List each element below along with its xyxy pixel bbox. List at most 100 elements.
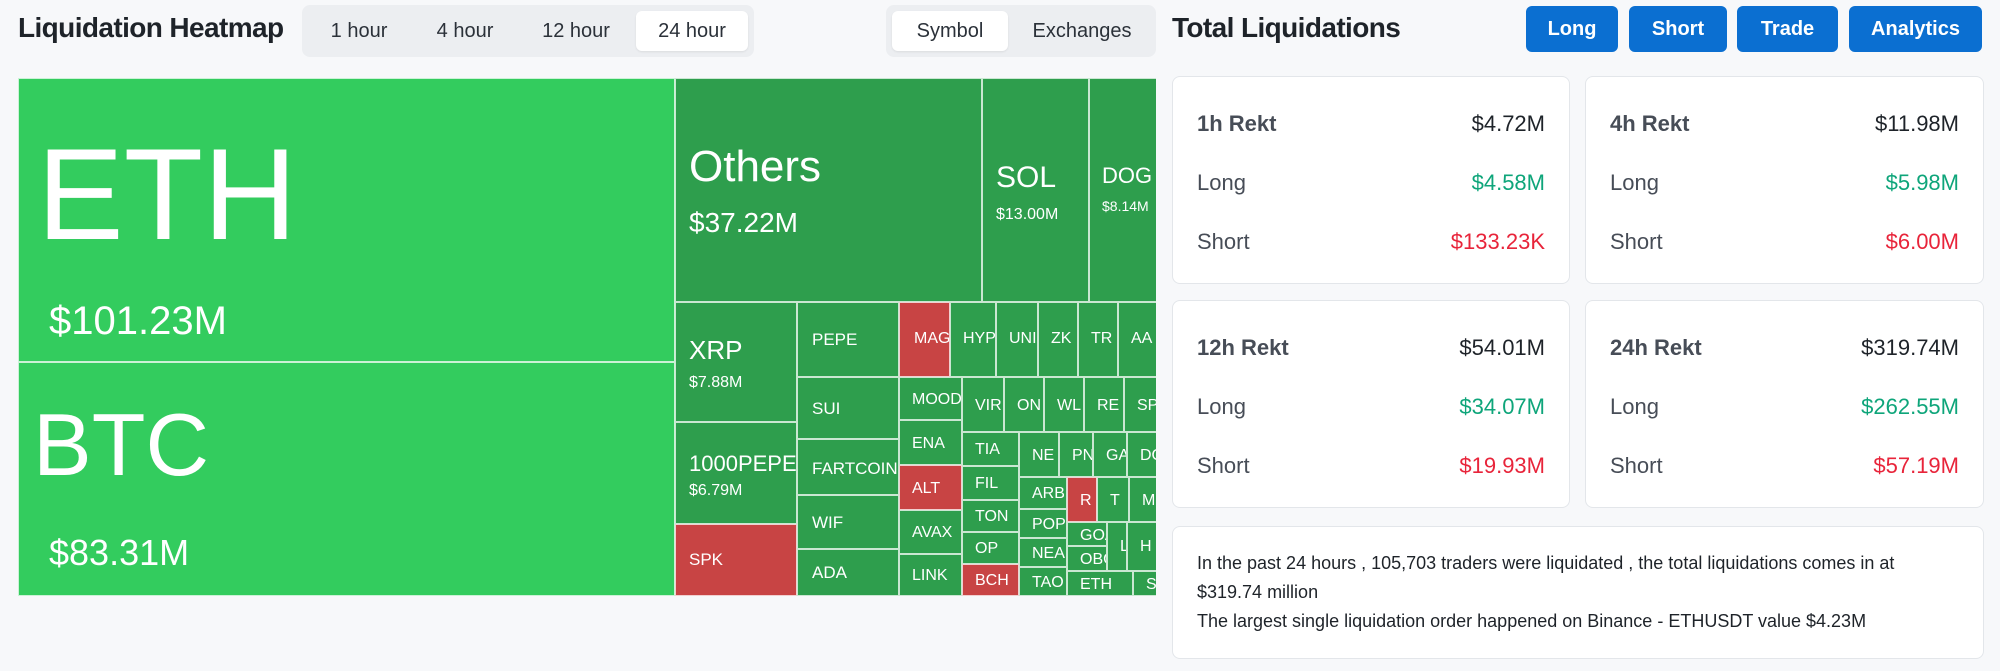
tile-aa[interactable]: AA <box>1118 302 1156 377</box>
heatmap-title: Liquidation Heatmap <box>18 12 284 43</box>
tile-h[interactable]: H <box>1127 522 1156 571</box>
tile-sol[interactable]: SOL $13.00M <box>982 78 1089 302</box>
tile-symbol: OBO <box>1080 551 1106 568</box>
tile-nea[interactable]: NEA <box>1019 538 1067 567</box>
tile-symbol: AA <box>1131 330 1153 347</box>
short-label: Short <box>1197 229 1250 254</box>
tile-on[interactable]: ON <box>1004 377 1044 432</box>
tile-sp[interactable]: SP <box>1124 377 1156 432</box>
tile-hyp[interactable]: HYP <box>950 302 996 377</box>
tile-obo[interactable]: OBO <box>1067 546 1107 571</box>
short-value: $133.23K <box>1450 229 1545 254</box>
tile-ton[interactable]: TON <box>962 500 1019 532</box>
tile-ena[interactable]: ENA <box>899 420 962 465</box>
tile-zk[interactable]: ZK <box>1038 302 1078 377</box>
tile-symbol: TON <box>975 508 1009 525</box>
tile-symbol: M <box>1142 492 1156 509</box>
tile-bch[interactable]: BCH <box>962 564 1019 596</box>
short-value: $57.19M <box>1873 453 1959 478</box>
tile-op[interactable]: OP <box>962 532 1019 564</box>
tile-btc[interactable]: BTC $83.31M <box>18 362 675 596</box>
tile-pepe[interactable]: PEPE <box>797 302 899 377</box>
tile-symbol: TR <box>1091 330 1113 347</box>
tile-vir[interactable]: VIR <box>962 377 1004 432</box>
symbol-tab[interactable]: Symbol <box>892 11 1008 51</box>
rekt-card-1h: 1h Rekt $4.72M Long $4.58M Short $133.23K <box>1172 76 1570 284</box>
tile-m[interactable]: M <box>1129 477 1156 522</box>
tile-symbol: BTC <box>33 395 209 494</box>
card-title: 12h Rekt <box>1197 335 1289 360</box>
tile-wif[interactable]: WIF <box>797 495 899 549</box>
timeframe-24h-button[interactable]: 24 hour <box>636 11 748 51</box>
tile-symbol: R <box>1080 492 1092 509</box>
tile-value: $83.31M <box>49 532 190 573</box>
tile-ada[interactable]: ADA <box>797 549 899 596</box>
tile-others[interactable]: Others $37.22M <box>675 78 982 302</box>
tile-link[interactable]: LINK <box>899 554 962 596</box>
tile-symbol: BCH <box>975 572 1009 589</box>
tile-l[interactable]: L <box>1107 522 1127 571</box>
tile-value: $13.00M <box>996 206 1059 223</box>
liquidation-treemap: ETH $101.23M BTC $83.31M Others $37.22M … <box>18 78 1156 596</box>
tile-doge[interactable]: DOG $8.14M <box>1089 78 1156 302</box>
tile-symbol: ON <box>1017 397 1041 414</box>
timeframe-12h-button[interactable]: 12 hour <box>542 20 610 42</box>
tile-symbol: ENA <box>912 435 945 452</box>
tile-value: $101.23M <box>49 299 227 343</box>
tile-1000pepe[interactable]: 1000PEPE $6.79M <box>675 422 797 524</box>
tile-alt[interactable]: ALT <box>899 465 962 510</box>
tile-eth[interactable]: ETH $101.23M <box>18 78 675 362</box>
tile-value: $7.88M <box>689 374 743 391</box>
rekt-card-4h: 4h Rekt $11.98M Long $5.98M Short $6.00M <box>1585 76 1984 284</box>
timeframe-4h-button[interactable]: 4 hour <box>436 20 494 42</box>
tile-avax[interactable]: AVAX <box>899 510 962 554</box>
long-value: $4.58M <box>1471 170 1545 195</box>
tile-symbol: NEA <box>1032 545 1065 562</box>
tile-mood[interactable]: MOOD <box>899 377 962 420</box>
tile-fartcoin[interactable]: FARTCOIN <box>797 439 899 495</box>
tile-xrp[interactable]: XRP $7.88M <box>675 302 797 422</box>
view-switch: Symbol Exchanges <box>886 5 1156 57</box>
tile-eth-small[interactable]: ETH <box>1067 571 1133 596</box>
tile-value: $6.79M <box>689 482 743 499</box>
tile-tr[interactable]: TR <box>1078 302 1118 377</box>
analytics-button[interactable]: Analytics <box>1849 6 1982 52</box>
tile-symbol: WIF <box>812 513 844 532</box>
tile-t[interactable]: T <box>1097 477 1129 522</box>
tile-pop[interactable]: POP <box>1019 509 1067 538</box>
tile-symbol: ADA <box>812 563 847 582</box>
tile-symbol: ZK <box>1051 330 1072 347</box>
long-value: $262.55M <box>1861 394 1959 419</box>
short-value: $19.93M <box>1459 453 1545 478</box>
tile-symbol: Others <box>689 142 822 191</box>
tile-sof[interactable]: SOF <box>1133 571 1156 596</box>
tile-fil[interactable]: FIL <box>962 466 1019 500</box>
tile-arb[interactable]: ARB <box>1019 477 1067 509</box>
card-total: $11.98M <box>1875 111 1959 136</box>
tile-sui[interactable]: SUI <box>797 377 899 439</box>
rekt-card-12h: 12h Rekt $54.01M Long $34.07M Short $19.93M <box>1172 300 1570 508</box>
tile-wl[interactable]: WL <box>1044 377 1084 432</box>
long-value: $34.07M <box>1459 394 1545 419</box>
tile-symbol: GOA <box>1080 527 1106 544</box>
timeframe-1h-button[interactable]: 1 hour <box>330 20 388 42</box>
tile-symbol: RE <box>1097 397 1120 414</box>
tile-r[interactable]: R <box>1067 477 1097 522</box>
tile-spk[interactable]: SPK <box>675 524 797 596</box>
tile-mag[interactable]: MAG <box>899 302 950 377</box>
trade-button[interactable]: Trade <box>1737 6 1838 52</box>
tile-ga[interactable]: GA <box>1093 432 1127 477</box>
card-total: $54.01M <box>1459 335 1545 360</box>
tile-do[interactable]: DO <box>1127 432 1156 477</box>
tile-goa[interactable]: GOA <box>1067 522 1107 546</box>
tile-re[interactable]: RE <box>1084 377 1124 432</box>
short-button[interactable]: Short <box>1629 6 1727 52</box>
tile-ne[interactable]: NE <box>1019 432 1059 477</box>
tile-symbol: HYP <box>963 330 996 347</box>
tile-pn[interactable]: PN <box>1059 432 1093 477</box>
tile-tia[interactable]: TIA <box>962 432 1019 466</box>
long-button[interactable]: Long <box>1526 6 1618 52</box>
tile-tao[interactable]: TAO <box>1019 567 1067 596</box>
exchanges-tab[interactable]: Exchanges <box>1032 20 1132 42</box>
tile-uni[interactable]: UNI <box>996 302 1038 377</box>
